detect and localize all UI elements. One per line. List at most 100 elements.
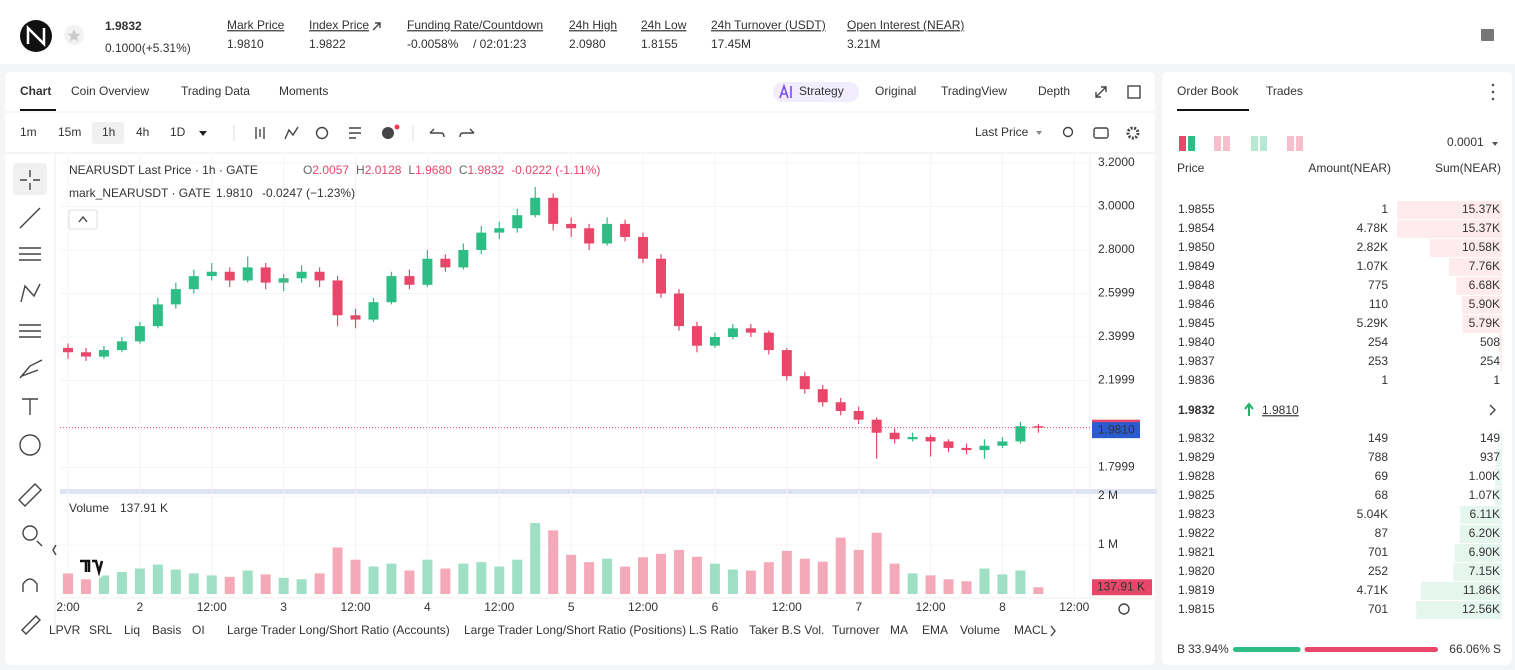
collapse-handle[interactable] (52, 544, 57, 556)
y-tick-label: 3.0000 (1098, 199, 1135, 213)
indicator-tab[interactable]: OI (192, 623, 205, 637)
ob-price[interactable]: 1.9832 (1178, 431, 1215, 445)
magnet-tool[interactable] (22, 578, 38, 592)
ob-view-icon[interactable] (1296, 136, 1303, 151)
indicator-tab[interactable]: EMA (922, 623, 948, 637)
drawing-tool[interactable] (19, 207, 41, 229)
ob-view-icon[interactable] (1260, 136, 1267, 151)
ob-price[interactable]: 1.9850 (1178, 240, 1215, 254)
ob-price[interactable]: 1.9836 (1178, 373, 1215, 387)
ob-price[interactable]: 1.9820 (1178, 564, 1215, 578)
ob-precision[interactable]: 0.0001 (1447, 135, 1484, 149)
fullscreen-icon[interactable] (1095, 86, 1107, 98)
ob-price[interactable]: 1.9845 (1178, 316, 1215, 330)
indicator-tab[interactable]: LPVR (49, 623, 81, 637)
redo-icon[interactable] (459, 128, 475, 138)
ob-tab[interactable]: Order Book (1177, 84, 1239, 98)
candle-body (871, 419, 882, 433)
ob-price[interactable]: 1.9855 (1178, 202, 1215, 216)
drawing-tool[interactable] (20, 170, 40, 190)
ob-price[interactable]: 1.9815 (1178, 602, 1215, 616)
indicator-tab[interactable]: MACL (1014, 623, 1048, 637)
ob-price[interactable]: 1.9823 (1178, 507, 1215, 521)
indicator-tab[interactable]: SRL (89, 623, 113, 637)
drawing-tool[interactable] (36, 540, 43, 547)
ob-chevron[interactable] (1489, 404, 1496, 416)
drawing-tool[interactable] (19, 359, 43, 379)
axis-settings[interactable] (1118, 603, 1130, 615)
header-menu-icon[interactable] (1481, 29, 1494, 41)
interval-button[interactable]: 1h (102, 125, 115, 139)
emoji-tool[interactable] (19, 434, 41, 456)
candle-type-icon[interactable] (255, 127, 265, 139)
template-icon[interactable] (349, 127, 361, 139)
interval-button[interactable]: 15m (58, 125, 81, 139)
indicator-more[interactable] (1050, 625, 1056, 637)
window-icon[interactable] (1127, 85, 1141, 99)
ob-view-icon[interactable] (1214, 136, 1221, 151)
volume-bar (260, 574, 271, 594)
indicator-tab[interactable]: Large Trader Long/Short Ratio (Positions… (464, 623, 686, 637)
ob-sum: 508 (1480, 335, 1500, 349)
candle-body (1033, 426, 1044, 428)
ob-view-icon[interactable] (1223, 136, 1230, 151)
zoom-tool[interactable] (22, 525, 38, 541)
ob-view-icon[interactable] (1287, 136, 1294, 151)
search-icon[interactable] (1062, 126, 1074, 138)
drawing-tool[interactable] (19, 247, 41, 261)
indicator-tab[interactable]: L.S Ratio (689, 623, 739, 637)
indicator-tab[interactable]: Taker B.S Vol. (749, 623, 824, 637)
ob-price[interactable]: 1.9819 (1178, 583, 1215, 597)
chart-tab[interactable]: Moments (279, 84, 328, 98)
snapshot-icon[interactable] (1093, 127, 1109, 139)
view-tab[interactable]: Original (875, 84, 916, 98)
candle-body (350, 315, 361, 320)
ob-view-icon[interactable] (1251, 136, 1258, 151)
indicator-tab[interactable]: Liq (124, 623, 140, 637)
undo-icon[interactable] (429, 128, 445, 138)
add-icon[interactable] (382, 127, 394, 139)
ob-price[interactable]: 1.9848 (1178, 278, 1215, 292)
ob-price[interactable]: 1.9828 (1178, 469, 1215, 483)
interval-button[interactable]: 4h (136, 125, 149, 139)
settings-icon[interactable] (1126, 126, 1140, 140)
chart-tab[interactable]: Coin Overview (71, 84, 149, 98)
drawing-tool[interactable] (18, 483, 42, 507)
ob-view-icon[interactable] (1179, 136, 1186, 151)
view-tab[interactable]: Strategy (799, 84, 844, 98)
ob-view-icon[interactable] (1188, 136, 1195, 151)
ob-price[interactable]: 1.9821 (1178, 545, 1215, 559)
ob-price[interactable]: 1.9822 (1178, 526, 1215, 540)
indicator-icon[interactable] (284, 126, 299, 140)
indicator-tab[interactable]: Basis (152, 623, 181, 637)
refresh-icon[interactable] (315, 126, 329, 140)
legend-collapse[interactable] (68, 209, 98, 230)
chart-tab[interactable]: Trading Data (181, 84, 250, 98)
view-tab[interactable]: Depth (1038, 84, 1070, 98)
ob-price[interactable]: 1.9840 (1178, 335, 1215, 349)
ob-price[interactable]: 1.9829 (1178, 450, 1215, 464)
depth-bar (1456, 277, 1502, 295)
pencil-tool[interactable] (21, 615, 41, 635)
chart-tab[interactable]: Chart (20, 84, 51, 98)
interval-button[interactable]: 1D (170, 125, 186, 139)
ob-tab[interactable]: Trades (1266, 84, 1303, 98)
drawing-tool[interactable] (20, 283, 41, 303)
indicator-tab[interactable]: MA (890, 623, 908, 637)
sell-ratio: 66.06% (1449, 642, 1490, 656)
strategy-pill[interactable] (773, 82, 859, 102)
indicator-tab[interactable]: Large Trader Long/Short Ratio (Accounts) (227, 623, 450, 637)
price-type-select[interactable]: Last Price (975, 125, 1029, 139)
ob-price[interactable]: 1.9825 (1178, 488, 1215, 502)
x-tick-label: 12:00 (341, 600, 371, 614)
ob-price[interactable]: 1.9854 (1178, 221, 1215, 235)
interval-button[interactable]: 1m (20, 125, 37, 139)
ob-price[interactable]: 1.9846 (1178, 297, 1215, 311)
drawing-tool[interactable] (19, 324, 41, 338)
view-tab[interactable]: TradingView (941, 84, 1007, 98)
indicator-tab[interactable]: Volume (960, 623, 1000, 637)
drawing-tool[interactable] (22, 398, 38, 415)
ob-price[interactable]: 1.9849 (1178, 259, 1215, 273)
indicator-tab[interactable]: Turnover (832, 623, 880, 637)
ob-price[interactable]: 1.9837 (1178, 354, 1215, 368)
